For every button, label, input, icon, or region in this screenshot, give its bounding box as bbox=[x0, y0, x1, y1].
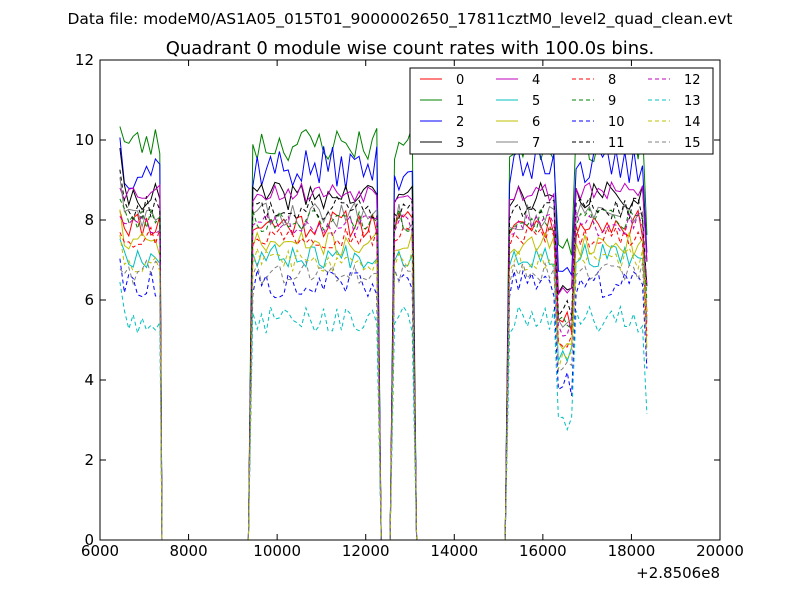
legend-label-8: 8 bbox=[608, 73, 616, 88]
legend-label-1: 1 bbox=[456, 94, 464, 109]
series-line-15 bbox=[119, 259, 648, 541]
legend-label-4: 4 bbox=[532, 73, 540, 88]
y-tick-label: 4 bbox=[84, 371, 94, 389]
legend-label-0: 0 bbox=[456, 73, 464, 88]
x-tick-label: 14000 bbox=[430, 542, 478, 560]
legend-label-5: 5 bbox=[532, 94, 540, 109]
y-tick-label: 2 bbox=[84, 451, 94, 469]
legend-label-3: 3 bbox=[456, 136, 464, 151]
legend-label-7: 7 bbox=[532, 136, 540, 151]
legend-box bbox=[409, 67, 714, 155]
y-tick-label: 0 bbox=[84, 531, 94, 549]
axis-ticks: 6000 8000 10000 12000 14000 16000 18000 20000 0 2… bbox=[75, 51, 744, 560]
legend-label-12: 12 bbox=[684, 73, 701, 88]
x-tick-label: 8000 bbox=[169, 542, 207, 560]
y-tick-label: 10 bbox=[75, 131, 94, 149]
x-tick-label: 20000 bbox=[696, 542, 744, 560]
legend-label-10: 10 bbox=[608, 115, 625, 130]
legend-label-6: 6 bbox=[532, 115, 540, 130]
x-tick-label: 10000 bbox=[253, 542, 301, 560]
x-tick-label: 6000 bbox=[81, 542, 119, 560]
x-tick-label: 12000 bbox=[342, 542, 390, 560]
legend-label-15: 15 bbox=[684, 136, 701, 151]
x-axis-offset-label: +2.8506e8 bbox=[636, 564, 720, 582]
legend-label-13: 13 bbox=[684, 94, 701, 109]
y-tick-label: 6 bbox=[84, 291, 94, 309]
y-tick-label: 8 bbox=[84, 211, 94, 229]
legend-label-14: 14 bbox=[684, 115, 701, 130]
x-tick-label: 16000 bbox=[519, 542, 567, 560]
series-line-14 bbox=[119, 235, 648, 541]
series-layer bbox=[119, 125, 648, 541]
x-tick-label: 18000 bbox=[608, 542, 656, 560]
legend-label-11: 11 bbox=[608, 136, 625, 151]
figure-suptitle: Data file: modeM0/AS1A05_015T01_90000026… bbox=[67, 10, 732, 29]
legend-label-2: 2 bbox=[456, 115, 464, 130]
chart-title: Quadrant 0 module wise count rates with … bbox=[166, 38, 655, 59]
plot-border bbox=[99, 59, 721, 541]
legend-label-9: 9 bbox=[608, 94, 616, 109]
series-line-8 bbox=[119, 224, 648, 541]
y-tick-label: 12 bbox=[75, 51, 94, 69]
